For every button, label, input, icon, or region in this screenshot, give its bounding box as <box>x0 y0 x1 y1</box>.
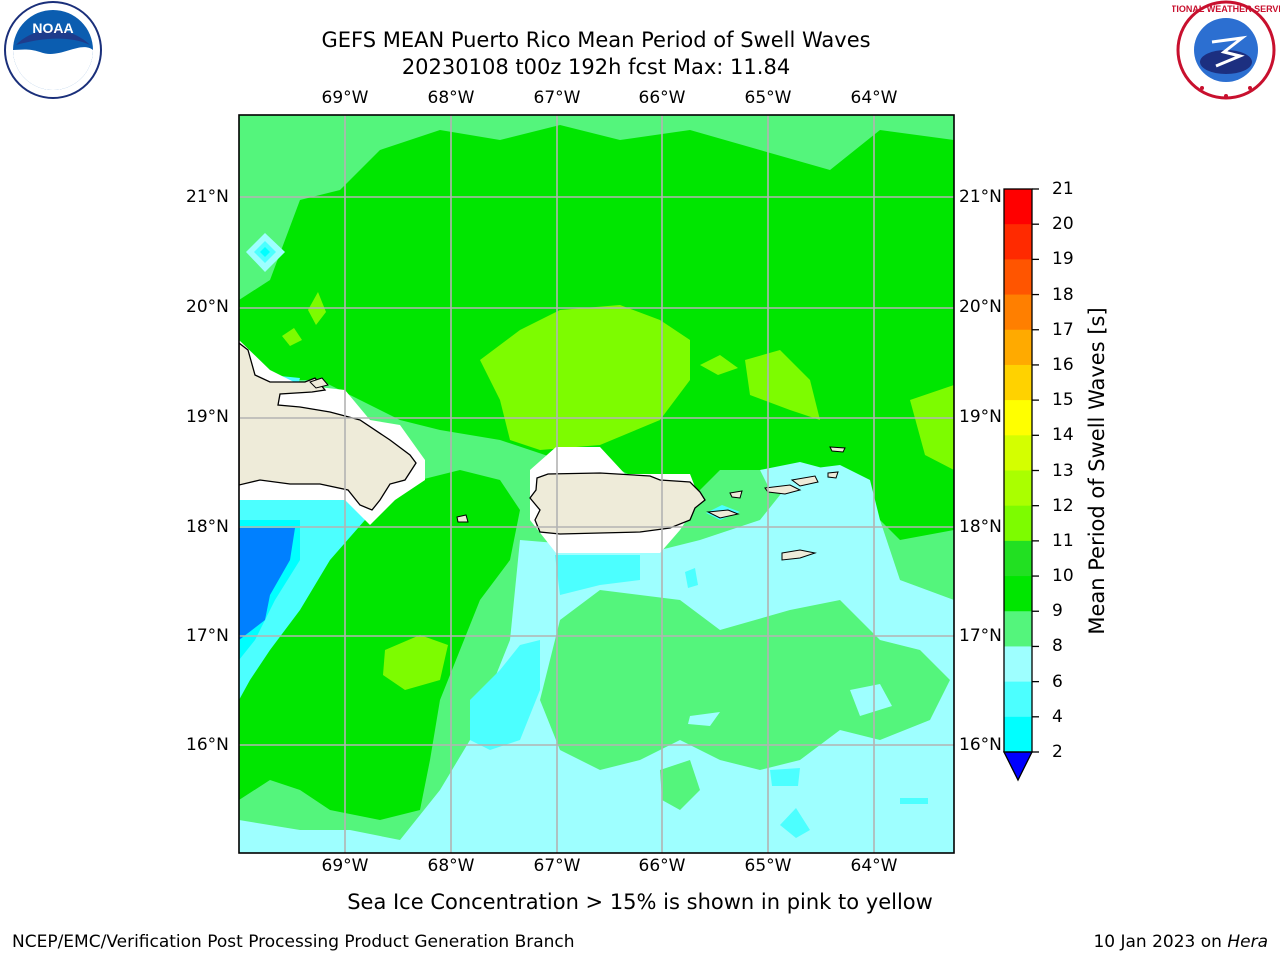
colorbar-tick-label: 9 <box>1052 601 1063 622</box>
sea-ice-caption: Sea Ice Concentration > 15% is shown in … <box>347 890 933 914</box>
nws-logo-text: NATIONAL WEATHER SERVICE <box>1172 4 1280 14</box>
land-vieques <box>706 509 740 519</box>
lat-tick-left: 17°N <box>186 626 229 646</box>
land-mona <box>456 514 469 523</box>
lon-tick-bottom: 64°W <box>850 856 898 876</box>
lat-tick-left: 19°N <box>186 407 229 427</box>
lon-tick-bottom: 69°W <box>321 856 369 876</box>
land-culebra <box>729 490 743 499</box>
land-tortuga <box>309 377 329 389</box>
noaa-logo: NOAA <box>4 1 102 99</box>
lat-tick-right: 19°N <box>959 407 1002 427</box>
lat-tick-right: 17°N <box>959 626 1002 646</box>
lat-tick-left: 16°N <box>186 735 229 755</box>
colorbar-tick-label: 12 <box>1052 495 1074 516</box>
colorbar-tick-label: 20 <box>1052 214 1074 235</box>
land-anegada <box>827 471 839 479</box>
contour-6-8s-south2 <box>555 555 640 595</box>
nws-logo: NATIONAL WEATHER SERVICE <box>1172 0 1280 100</box>
map-frame <box>238 114 955 854</box>
footer-date: 10 Jan 2023 on Hera <box>1093 932 1268 952</box>
land-virgin-islands-2 <box>790 475 819 487</box>
contour-6-8s-dot1 <box>685 568 698 588</box>
lon-tick-bottom: 66°W <box>638 856 686 876</box>
colorbar-tick-label: 17 <box>1052 319 1074 340</box>
colorbar-tick-label: 16 <box>1052 354 1074 375</box>
contour-9-10s-south-inner <box>540 590 950 770</box>
lat-tick-right: 21°N <box>959 187 1002 207</box>
colorbar-tick-label: 4 <box>1052 706 1063 727</box>
footer-date-text: 10 Jan 2023 on <box>1093 932 1228 952</box>
land-anguilla <box>829 446 846 453</box>
lon-tick-bottom: 68°W <box>427 856 475 876</box>
contour-2-4s-west <box>239 528 295 640</box>
contour-11-12s-small2 <box>282 328 302 346</box>
colorbar-tick-label: 18 <box>1052 284 1074 305</box>
colorbar-label: Mean Period of Swell Waves [s] <box>1085 307 1109 635</box>
colorbar-tick-label: 10 <box>1052 566 1074 587</box>
lat-tick-right: 16°N <box>959 735 1002 755</box>
lat-tick-right: 20°N <box>959 297 1002 317</box>
contour-6-8s-dot2 <box>770 768 800 786</box>
lon-tick-top: 65°W <box>744 88 792 108</box>
contour-6-8s-dot4 <box>900 798 928 804</box>
contour-11-12s-fareast <box>910 385 954 470</box>
contour-11-12s-south <box>383 635 448 690</box>
footer-branch: NCEP/EMC/Verification Post Processing Pr… <box>12 932 575 952</box>
contour-spot-6s <box>260 247 270 257</box>
colorbar-tick-label: 14 <box>1052 425 1074 446</box>
contour-11-12s-east <box>745 350 820 420</box>
colorbar-tick-label: 8 <box>1052 636 1063 657</box>
lon-tick-top: 68°W <box>427 88 475 108</box>
footer-machine: Hera <box>1227 932 1268 952</box>
contour-9-10s-south-inner4 <box>688 712 720 726</box>
land-st-croix <box>781 549 817 561</box>
lon-tick-top: 66°W <box>638 88 686 108</box>
contour-9-10s-south-inner3 <box>850 684 892 716</box>
colorbar-tick-label: 6 <box>1052 671 1063 692</box>
colorbar-tick-label: 19 <box>1052 249 1074 270</box>
chart-title: GEFS MEAN Puerto Rico Mean Period of Swe… <box>321 28 871 52</box>
chart-subtitle: 20230108 t00z 192h fcst Max: 11.84 <box>401 55 791 79</box>
contour-11-12s-small3 <box>700 355 738 375</box>
lon-tick-top: 64°W <box>850 88 898 108</box>
lon-tick-bottom: 67°W <box>533 856 581 876</box>
contour-6-8s-south <box>470 640 540 750</box>
colorbar-tick-label: 15 <box>1052 390 1074 411</box>
lon-tick-bottom: 65°W <box>744 856 792 876</box>
contour-11-12s-center <box>480 305 690 450</box>
noaa-logo-text: NOAA <box>32 20 73 36</box>
lat-tick-right: 18°N <box>959 517 1002 537</box>
lat-tick-left: 20°N <box>186 297 229 317</box>
colorbar-tick-label: 13 <box>1052 460 1074 481</box>
lon-tick-top: 67°W <box>533 88 581 108</box>
colorbar-tick-label: 21 <box>1052 179 1074 199</box>
colorbar-tick-label: 2 <box>1052 742 1063 762</box>
graticule <box>239 115 954 853</box>
land-hispaniola <box>239 342 417 511</box>
colorbar-tick-label: 11 <box>1052 530 1074 551</box>
contour-6-8s-dot3 <box>780 808 810 838</box>
lat-tick-left: 21°N <box>186 187 229 207</box>
lat-tick-left: 18°N <box>186 517 229 537</box>
lon-tick-top: 69°W <box>321 88 369 108</box>
contour-9-10s-south-inner2 <box>660 760 700 810</box>
